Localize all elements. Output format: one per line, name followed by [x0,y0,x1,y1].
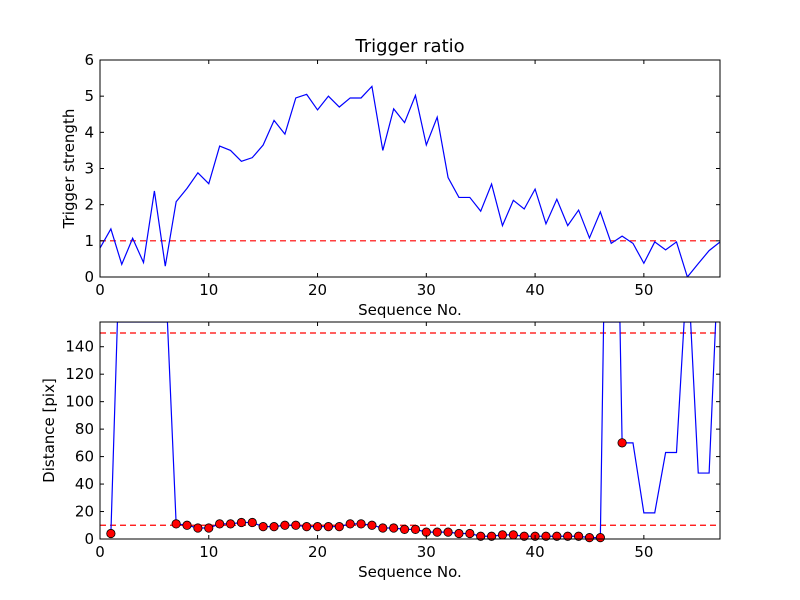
chart-title: Trigger ratio [354,36,464,57]
data-point [454,528,464,539]
plot-frame [99,321,721,540]
y-axis-label: Trigger strength [60,109,78,230]
x-tick-label: 30 [417,281,436,299]
y-tick-label: 20 [75,503,94,521]
data-point [247,517,257,528]
y-tick-label: 0 [84,268,94,286]
data-point [410,524,421,534]
data-point [497,530,508,540]
data-point [573,531,584,541]
y-axis-label: Distance [pix] [40,378,58,483]
data-point [476,531,486,541]
y-tick-label: 140 [65,338,94,356]
x-tick-label: 40 [526,281,545,299]
y-tick-label: 3 [84,160,94,178]
data-point [236,517,247,528]
data-point [389,523,399,533]
data-point [356,519,366,529]
data-point [584,533,595,543]
data-point [106,528,116,539]
series-line [100,85,720,277]
distance-chart: Sequence No. Distance [pix] 0 10 20 30 40 50 0… [40,321,721,581]
x-tick-label: 10 [199,543,218,561]
y-tick-label: 40 [75,475,94,493]
x-tick-label: 30 [417,543,436,561]
data-point [291,520,301,530]
data-point [302,522,312,532]
data-point [595,533,605,543]
y-tick-label: 1 [84,232,94,250]
y-tick-label: 2 [84,196,94,214]
data-point [204,523,214,533]
y-tick-label: 60 [75,448,94,466]
data-point [563,531,573,541]
data-point [312,522,323,532]
data-point [378,523,388,533]
y-tick-label: 120 [65,365,94,383]
data-point [269,522,279,532]
data-point [465,528,475,539]
data-point [399,524,410,534]
y-tick-label: 0 [84,530,94,548]
x-tick-label: 10 [199,281,218,299]
x-axis-label: Sequence No. [358,563,462,581]
data-point [182,520,192,530]
data-point [508,530,518,540]
data-point [443,527,453,537]
x-tick-label: 40 [526,543,545,561]
data-point [323,522,334,532]
y-tick-label: 6 [84,51,94,69]
x-tick-label: 50 [634,543,653,561]
data-point [193,523,203,533]
y-tick-label: 80 [75,420,94,438]
x-tick-label: 0 [95,281,105,299]
data-point [258,522,268,532]
x-axis-label: Sequence No. [358,301,462,319]
data-point [334,522,344,532]
x-tick-label: 20 [308,281,327,299]
data-point [215,519,225,529]
trigger-ratio-chart: Trigger ratio Sequence No. Trigger stren… [60,36,721,319]
data-point [519,531,529,541]
data-point [345,519,355,529]
y-tick-label: 4 [84,123,94,141]
data-point [617,438,627,448]
x-tick-label: 0 [95,543,105,561]
data-point [486,531,497,541]
x-tick-label: 20 [308,543,327,561]
data-point [367,520,377,530]
y-tick-label: 5 [84,87,94,105]
data-point [280,520,290,530]
x-tick-label: 50 [634,281,653,299]
data-point [541,531,551,541]
data-point [432,527,442,537]
data-point [171,519,181,529]
data-point [552,531,562,541]
y-tick-label: 100 [65,393,94,411]
data-point [225,519,236,529]
